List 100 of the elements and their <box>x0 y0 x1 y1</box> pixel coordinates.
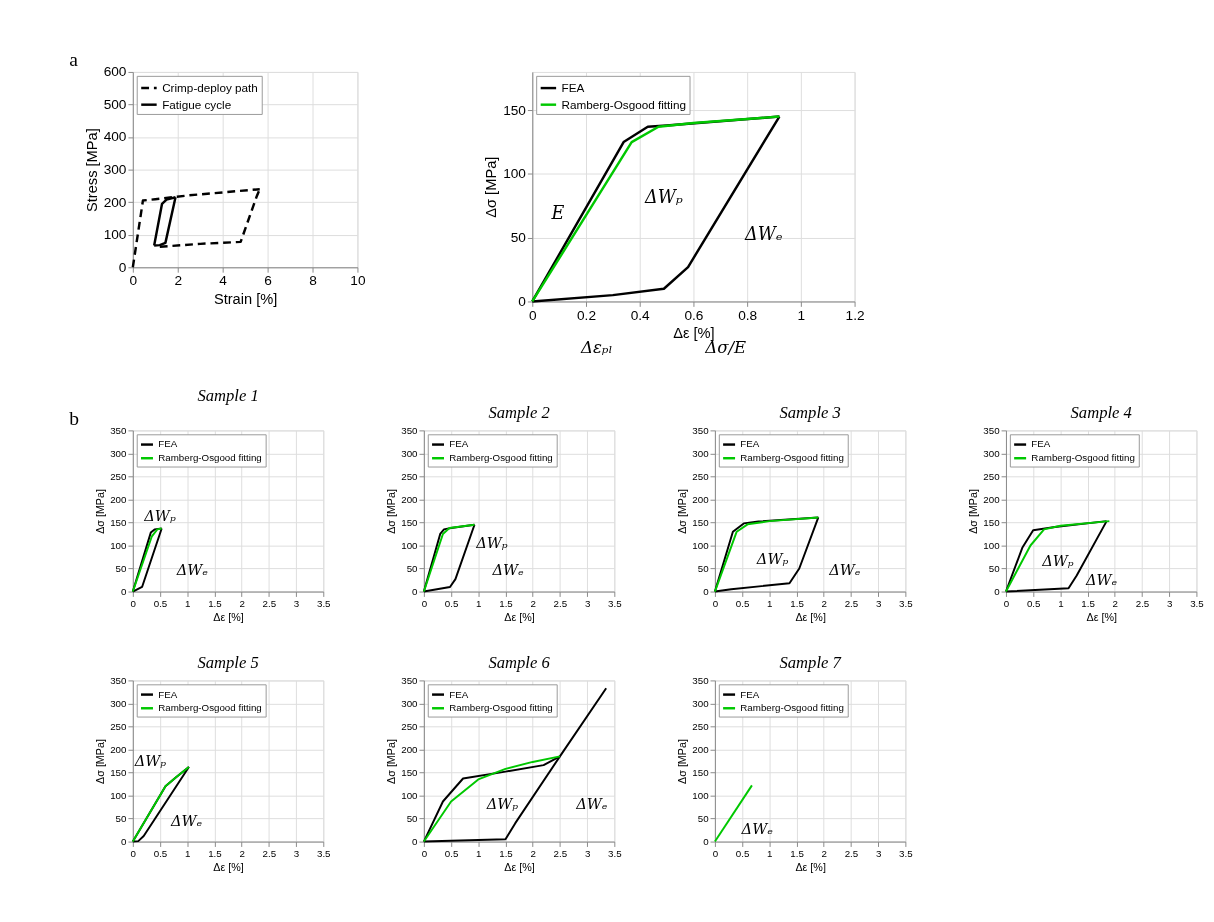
y-tick-label: 100 <box>110 539 128 551</box>
y-tick-label: 400 <box>103 129 127 145</box>
y-tick-label: 100 <box>983 539 1001 551</box>
y-tick-label: 100 <box>401 789 419 801</box>
x-tick-label: 0.6 <box>684 307 704 323</box>
y-tick-label: 350 <box>110 424 128 436</box>
legend-label: FEA <box>449 438 469 450</box>
y-axis-title: Δσ [MPa] <box>967 489 980 534</box>
chart-title: Sample 7 <box>779 652 842 672</box>
y-tick-label: 200 <box>110 743 128 755</box>
x-tick-label: 2.5 <box>1135 597 1150 609</box>
y-tick-label: 0 <box>703 835 710 847</box>
y-tick-label: 50 <box>406 562 419 574</box>
legend-label: FEA <box>561 80 585 94</box>
y-tick-label: 100 <box>103 227 127 243</box>
y-tick-label: 250 <box>110 470 128 482</box>
x-tick-label: 2 <box>239 847 245 859</box>
y-tick-label: 350 <box>110 674 128 686</box>
x-tick-label: 1.5 <box>790 597 805 609</box>
y-tick-label: 50 <box>510 230 527 246</box>
text: a <box>69 49 79 71</box>
legend-label: FEA <box>158 688 178 700</box>
x-tick-label: 3.5 <box>316 847 332 859</box>
y-tick-label: 150 <box>692 766 710 778</box>
text: Δεₚₗ <box>579 338 613 358</box>
y-tick-label: 300 <box>692 697 710 709</box>
x-tick-label: 0.5 <box>444 597 459 609</box>
y-tick-label: 250 <box>692 720 710 732</box>
annotation: ΔWₚ <box>485 795 519 813</box>
x-tick-label: 2 <box>239 597 245 609</box>
legend-label: FEA <box>740 438 760 450</box>
legend-label: Ramberg-Osgood fitting <box>158 452 262 464</box>
y-tick-label: 50 <box>697 812 710 824</box>
x-tick-label: 2.5 <box>262 847 277 859</box>
x-tick-label: 0 <box>712 847 719 859</box>
y-axis-title: Δσ [MPa] <box>676 739 689 784</box>
y-tick-label: 50 <box>115 562 128 574</box>
x-tick-label: 2 <box>1112 597 1119 609</box>
x-tick-label: 2.5 <box>553 597 568 609</box>
x-tick-label: 1 <box>476 847 482 859</box>
y-tick-label: 350 <box>401 674 419 686</box>
y-tick-label: 150 <box>401 766 419 778</box>
x-tick-label: 0.8 <box>738 307 758 323</box>
annotation: ΔWₚ <box>644 187 683 208</box>
legend-label: Fatigue cycle <box>162 97 232 111</box>
x-tick-label: 2 <box>530 597 536 609</box>
x-axis-title: Δε [%] <box>795 611 826 624</box>
annotation: ΔWₑ <box>491 561 525 579</box>
y-axis-title: Δσ [MPa] <box>483 156 500 218</box>
x-tick-label: 3 <box>875 597 882 609</box>
x-tick-label: 3.5 <box>316 597 332 609</box>
y-axis-title: Δσ [MPa] <box>385 489 398 534</box>
legend-label: FEA <box>740 688 760 700</box>
x-tick-label: 0.5 <box>735 847 750 859</box>
y-tick-label: 350 <box>692 674 710 686</box>
y-tick-label: 200 <box>110 493 128 505</box>
x-tick-label: 1.5 <box>1081 597 1096 609</box>
legend-label: FEA <box>1031 438 1051 450</box>
x-tick-label: 0 <box>421 847 428 859</box>
x-tick-label: 0.5 <box>153 597 168 609</box>
y-tick-label: 300 <box>110 447 128 459</box>
legend-label: Ramberg-Osgood fitting <box>740 702 844 714</box>
x-tick-label: 1.5 <box>790 847 805 859</box>
legend-label: Ramberg-Osgood fitting <box>740 452 844 464</box>
y-tick-label: 0 <box>994 585 1001 597</box>
x-tick-label: 1 <box>797 307 806 323</box>
chart-title: Sample 5 <box>197 652 259 672</box>
x-tick-label: 1.2 <box>845 307 865 323</box>
x-tick-label: 3 <box>584 597 591 609</box>
x-tick-label: 3 <box>584 847 591 859</box>
y-tick-label: 150 <box>110 516 128 528</box>
annotation: ΔWₑ <box>828 561 861 579</box>
y-tick-label: 100 <box>503 166 527 182</box>
x-tick-label: 0.5 <box>1026 597 1042 609</box>
x-tick-label: 2 <box>174 273 183 289</box>
legend-label: Ramberg-Osgood fitting <box>1031 452 1135 464</box>
y-tick-label: 150 <box>401 516 419 528</box>
y-tick-label: 200 <box>692 743 710 755</box>
y-tick-label: 250 <box>983 470 1001 482</box>
y-tick-label: 300 <box>692 447 710 459</box>
x-axis-title: Δε [%] <box>795 861 826 874</box>
x-tick-label: 0 <box>130 597 137 609</box>
y-tick-label: 50 <box>988 562 1001 574</box>
annotation: ΔWₑ <box>740 819 774 837</box>
y-tick-label: 200 <box>401 743 419 755</box>
legend-label: FEA <box>449 688 469 700</box>
y-tick-label: 300 <box>983 447 1001 459</box>
y-axis-title: Δσ [MPa] <box>94 489 107 534</box>
annotation: E <box>550 203 565 224</box>
annotation: ΔWₑ <box>169 811 203 829</box>
x-tick-label: 3.5 <box>608 597 623 609</box>
x-tick-label: 1 <box>185 847 191 859</box>
x-tick-label: 0.4 <box>630 307 651 323</box>
y-tick-label: 200 <box>983 493 1001 505</box>
legend-label: Crimp-deploy path <box>162 80 258 94</box>
y-tick-label: 350 <box>401 424 419 436</box>
y-tick-label: 150 <box>503 102 527 118</box>
y-tick-label: 150 <box>983 516 1001 528</box>
y-tick-label: 300 <box>110 697 128 709</box>
y-tick-label: 300 <box>401 447 419 459</box>
